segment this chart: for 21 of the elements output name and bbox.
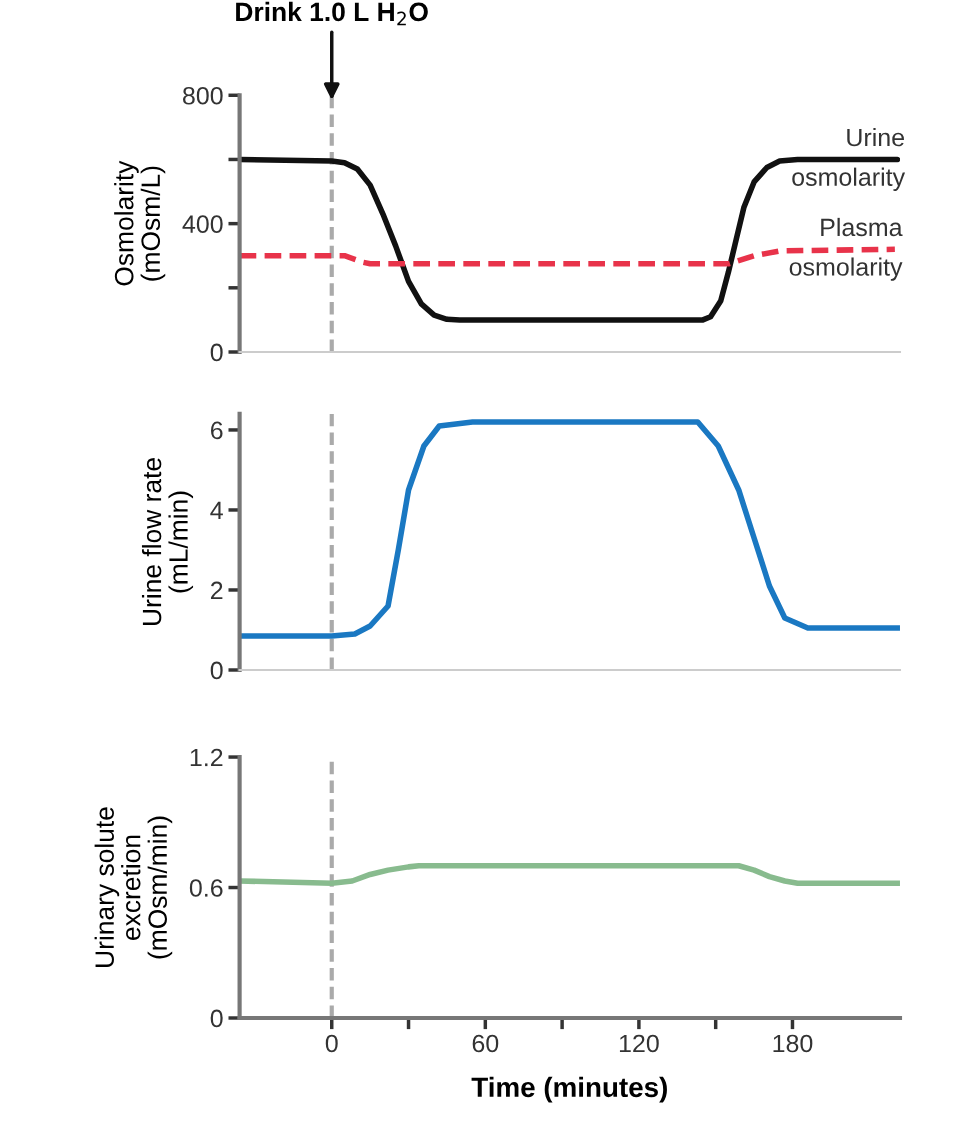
x-tick-label: 180 — [773, 1034, 813, 1053]
y-tick-label: 1.2 — [190, 748, 223, 767]
annotation: Drink 1.0 L H$_{2}$O — [236, 1, 428, 26]
y-axis-title: Osmolarity (mOsm/L) — [114, 160, 166, 286]
y-tick-label: 0 — [210, 661, 223, 680]
y-tick-label: 0.6 — [189, 879, 223, 897]
y-tick-label: 4 — [210, 501, 223, 520]
y-axis-title: Urinary solute excretion (mOsm/min) — [94, 807, 173, 967]
x-tick-label: 120 — [619, 1034, 659, 1053]
series-label: Plasma osmolarity — [789, 217, 903, 281]
x-axis-title: Time (minutes) — [471, 1076, 667, 1103]
y-tick-label: 0 — [210, 1009, 223, 1028]
series-label: Urine osmolarity — [792, 128, 906, 191]
y-tick-label: 0 — [210, 343, 223, 362]
y-tick-label: 400 — [182, 215, 223, 233]
y-tick-label: 6 — [211, 421, 223, 440]
x-tick-label: 0 — [325, 1034, 338, 1053]
x-tick-label: 60 — [472, 1034, 499, 1053]
y-axis-title: Urine flow rate (mL/min) — [141, 458, 194, 625]
y-tick-label: 2 — [210, 581, 223, 600]
y-tick-label: 800 — [183, 86, 223, 105]
